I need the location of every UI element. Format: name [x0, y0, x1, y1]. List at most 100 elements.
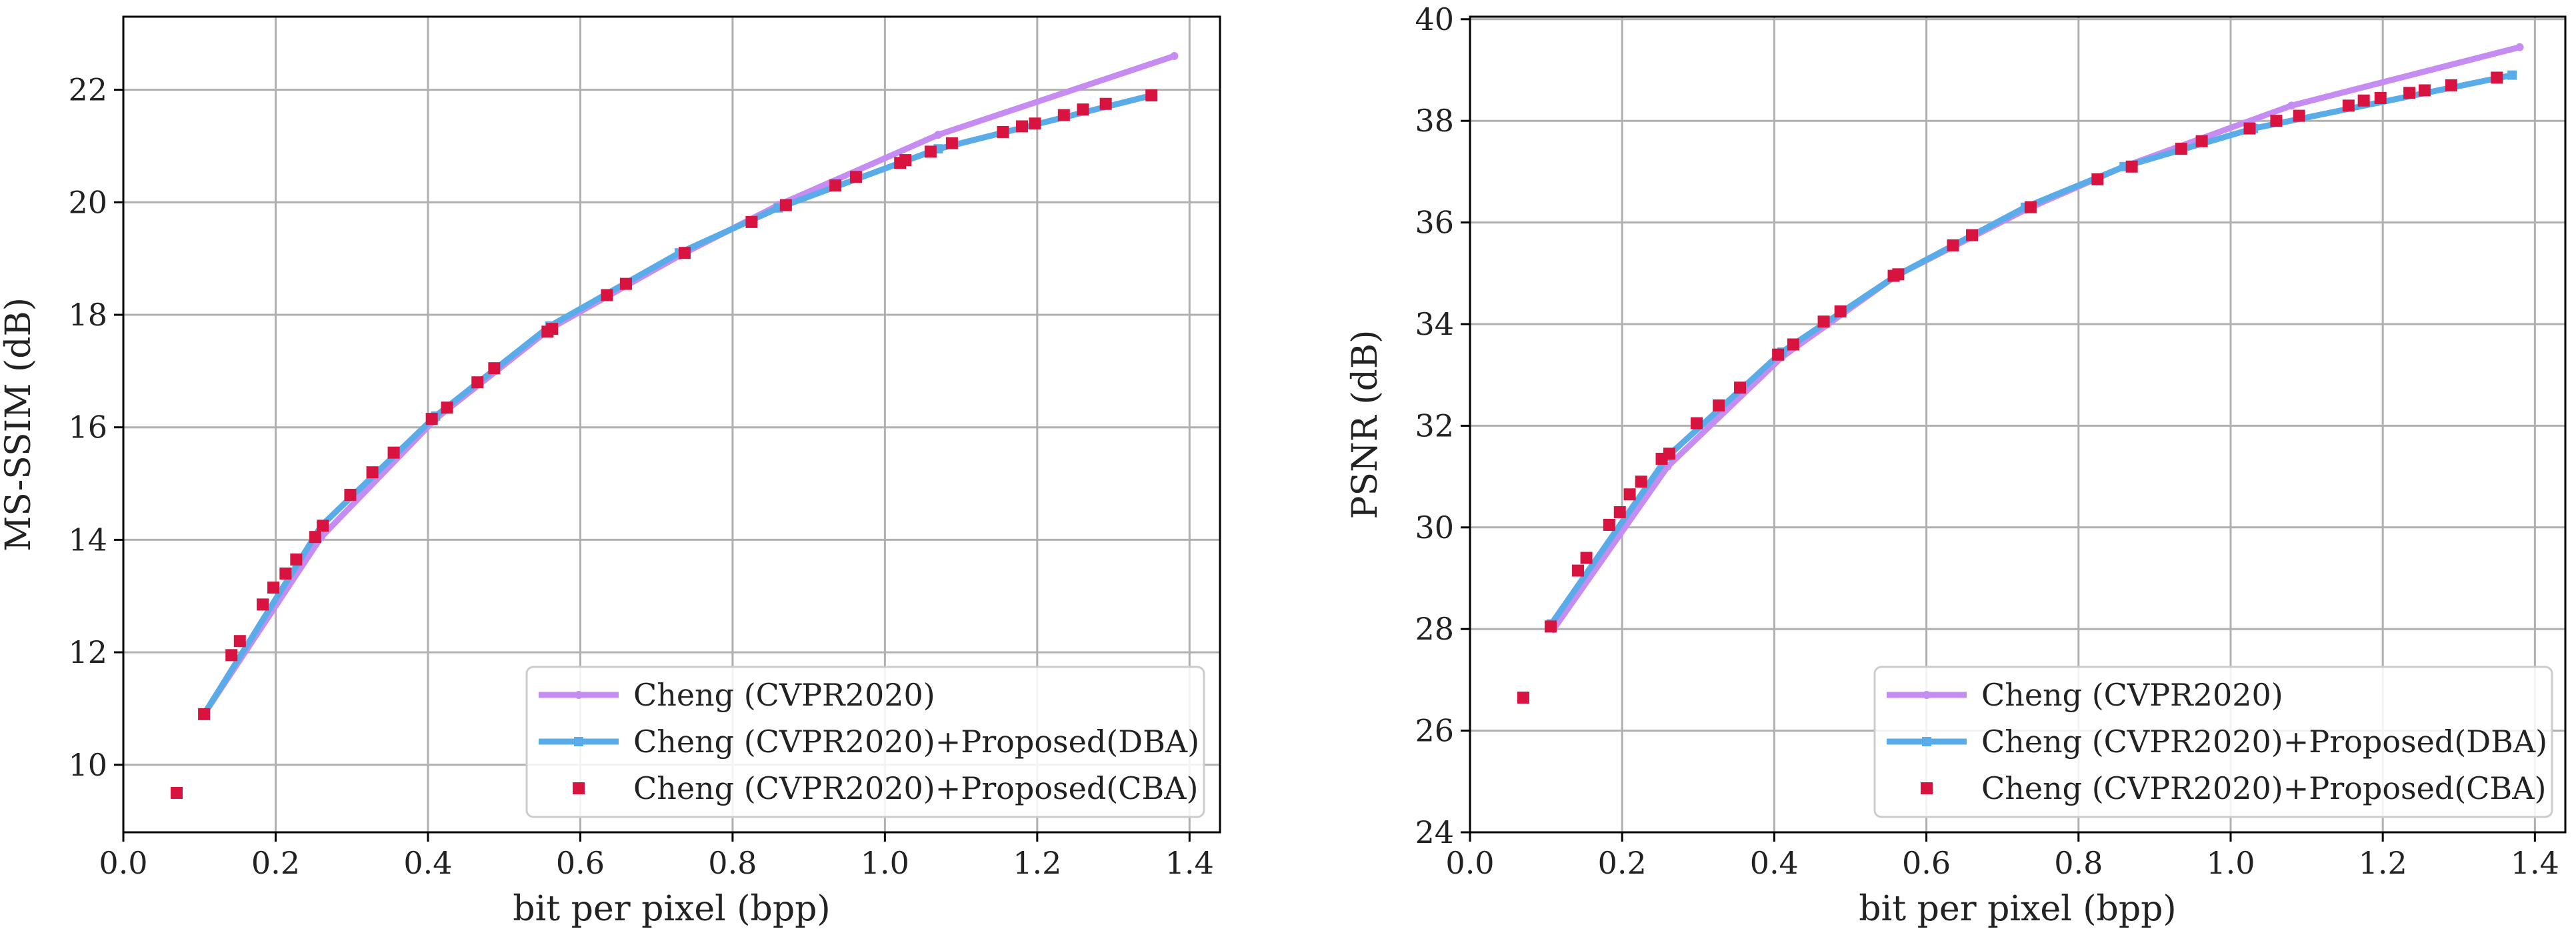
y-tick-label: 38: [1415, 103, 1454, 139]
series-cheng-cvpr2020-line: [1551, 44, 2523, 632]
series-cheng-cvpr2020-proposed-cba-point: [2175, 143, 2187, 155]
series-cheng-cvpr2020-proposed-cba-point: [267, 582, 280, 594]
x-tick-label: 0.2: [1598, 845, 1647, 881]
x-tick-label: 1.2: [1013, 845, 1061, 881]
series-cheng-cvpr2020-proposed-cba-point: [2125, 160, 2138, 173]
series-cheng-cvpr2020-proposed-dba-line: [201, 92, 1155, 718]
legend-cheng-cvpr2020-proposed-cba-marker: [1921, 782, 1933, 794]
y-tick-label: 28: [1415, 611, 1454, 647]
x-tick-label: 1.2: [2359, 845, 2407, 881]
series-cheng-cvpr2020-proposed-cba-point: [1635, 476, 1647, 488]
y-tick-label: 10: [68, 747, 107, 783]
x-tick-label: 0.8: [708, 845, 757, 881]
x-tick-label: 0.6: [1902, 845, 1951, 881]
legend-box: [525, 666, 1205, 818]
series-cheng-cvpr2020-proposed-cba-point: [899, 154, 912, 167]
x-tick-label: 0.8: [2054, 845, 2103, 881]
series-cheng-cvpr2020-proposed-cba-point: [849, 171, 862, 183]
x-axis-label: bit per pixel (bpp): [513, 889, 830, 929]
x-tick-label: 1.0: [861, 845, 909, 881]
y-tick-label: 20: [68, 184, 107, 220]
series-cheng-cvpr2020-proposed-cba-point: [1623, 488, 1636, 501]
series-cheng-cvpr2020-proposed-cba-point: [1580, 552, 1593, 564]
legend-cheng-cvpr2020-proposed-cba-marker: [573, 782, 585, 794]
series-cheng-cvpr2020-proposed-cba-point: [601, 289, 613, 301]
legend: Cheng (CVPR2020) Cheng (CVPR2020)+Propose…: [525, 666, 1205, 818]
series-cheng-cvpr2020-point: [934, 131, 943, 139]
series-cheng-cvpr2020-proposed-cba-point: [441, 401, 453, 414]
legend-cheng-cvpr2020-marker: [575, 691, 583, 699]
y-tick-label: 14: [68, 522, 107, 558]
series-cheng-cvpr2020-proposed-cba-point: [829, 179, 842, 192]
y-tick-label: 30: [1415, 510, 1454, 546]
series-cheng-cvpr2020-proposed-cba-point: [2024, 201, 2037, 213]
series-cheng-cvpr2020-proposed-cba-point: [2195, 135, 2208, 147]
series-cheng-cvpr2020-proposed-cba-point: [225, 649, 238, 662]
series-cheng-cvpr2020-proposed-cba-point: [546, 323, 559, 335]
series-cheng-cvpr2020-proposed-cba-point: [2293, 109, 2305, 122]
series-cheng-cvpr2020-proposed-cba-point: [290, 553, 303, 566]
series-cheng-cvpr2020-proposed-cba-point: [344, 488, 357, 501]
series-cheng-cvpr2020-proposed-cba-point: [2374, 91, 2387, 104]
series-cheng-cvpr2020-proposed-cba-point: [2357, 94, 2370, 107]
axes-frame: [1469, 15, 2567, 834]
y-tick-label: 26: [1415, 713, 1454, 749]
series-cheng-cvpr2020-proposed-cba-point: [1892, 268, 1905, 281]
series-cheng-cvpr2020-proposed-cba-point: [945, 137, 958, 149]
series-cheng-cvpr2020-point: [1170, 52, 1179, 61]
legend: Cheng (CVPR2020) Cheng (CVPR2020)+Propose…: [1873, 666, 2553, 818]
series-cheng-cvpr2020-proposed-cba-point: [1057, 109, 1070, 121]
series-cheng-cvpr2020-proposed-cba-point: [366, 466, 379, 479]
series-cheng-cvpr2020-proposed-cba-point: [745, 215, 758, 228]
series-cheng-cvpr2020-proposed-cba-point: [678, 247, 691, 259]
series-cheng-cvpr2020-proposed-cba-point: [1834, 305, 1847, 317]
series-cheng-cvpr2020-proposed-cba-point: [779, 199, 792, 211]
series-cheng-cvpr2020-proposed-cba-point: [1029, 117, 1041, 130]
series-cheng-cvpr2020-proposed-cba-point: [1691, 417, 1703, 429]
series-cheng-cvpr2020-proposed-cba-point: [170, 786, 183, 799]
legend-cheng-cvpr2020-label: Cheng (CVPR2020): [1981, 677, 2283, 713]
series-cheng-cvpr2020-proposed-cba-point: [924, 145, 937, 158]
series-cheng-cvpr2020-proposed-cba-point: [309, 531, 321, 544]
y-tick-label: 16: [68, 409, 107, 445]
x-tick-label: 0.2: [251, 845, 300, 881]
chart-ms-ssim: 0.0 0.2 0.4 0.6 0.8 1.0 1.2 1.4 10 12 14 16 18 20 22 bi…: [0, 15, 1221, 929]
series-cheng-cvpr2020-point: [2287, 101, 2296, 110]
y-tick-label: 22: [68, 72, 107, 108]
legend-cheng-cvpr2020-proposed-cba-label: Cheng (CVPR2020)+Proposed(CBA): [633, 770, 1198, 806]
series-cheng-cvpr2020-proposed-cba-point: [1517, 692, 1529, 704]
series-cheng-cvpr2020-proposed-cba-point: [2342, 99, 2355, 112]
x-axis-label: bit per pixel (bpp): [1859, 889, 2176, 929]
x-tick-label: 0.4: [1750, 845, 1799, 881]
series-cheng-cvpr2020-proposed-cba-point: [1077, 103, 1089, 116]
series-cheng-cvpr2020-proposed-cba-point: [1145, 89, 1158, 102]
legend-cheng-cvpr2020-marker: [1923, 691, 1931, 699]
x-tick-label: 0.4: [403, 845, 452, 881]
series-cheng-cvpr2020-proposed-cba-point: [1613, 506, 1626, 518]
series-cheng-cvpr2020-point: [2515, 43, 2524, 51]
series-cheng-cvpr2020-line: [201, 53, 1177, 718]
x-tick-label: 1.4: [2511, 845, 2559, 881]
series-cheng-cvpr2020-proposed-cba-point: [2445, 79, 2457, 91]
y-tick-label: 32: [1415, 407, 1454, 443]
series-cheng-cvpr2020-proposed-cba-point: [1966, 229, 1979, 241]
series-cheng-cvpr2020-proposed-cba-point: [1713, 399, 1725, 411]
series-cheng-cvpr2020-proposed-cba-point: [387, 446, 400, 459]
series-cheng-cvpr2020-proposed-cba-point: [619, 277, 632, 290]
legend-cheng-cvpr2020-label: Cheng (CVPR2020): [633, 677, 935, 713]
series-cheng-cvpr2020-proposed-cba-point: [1817, 315, 1830, 328]
series-cheng-cvpr2020-proposed-cba-point: [233, 635, 246, 648]
series-cheng-cvpr2020-proposed-cba-point: [1603, 518, 1615, 531]
legend-cheng-cvpr2020-proposed-dba-marker: [1922, 737, 1931, 746]
y-tick-label: 34: [1415, 306, 1454, 342]
series-cheng-cvpr2020-proposed-cba-point: [1663, 447, 1675, 460]
series-cheng-cvpr2020-proposed-dba-line: [1548, 72, 2515, 628]
x-tick-label: 1.0: [2206, 845, 2255, 881]
x-tick-label: 0.6: [556, 845, 605, 881]
series-cheng-cvpr2020-proposed-cba-point: [2270, 115, 2283, 127]
y-tick-label: 36: [1415, 205, 1454, 241]
series-cheng-cvpr2020-proposed-cba-point: [425, 413, 438, 425]
y-axis-label: PSNR (dB): [1345, 330, 1385, 520]
series-cheng-cvpr2020-proposed-cba-point: [198, 708, 211, 720]
